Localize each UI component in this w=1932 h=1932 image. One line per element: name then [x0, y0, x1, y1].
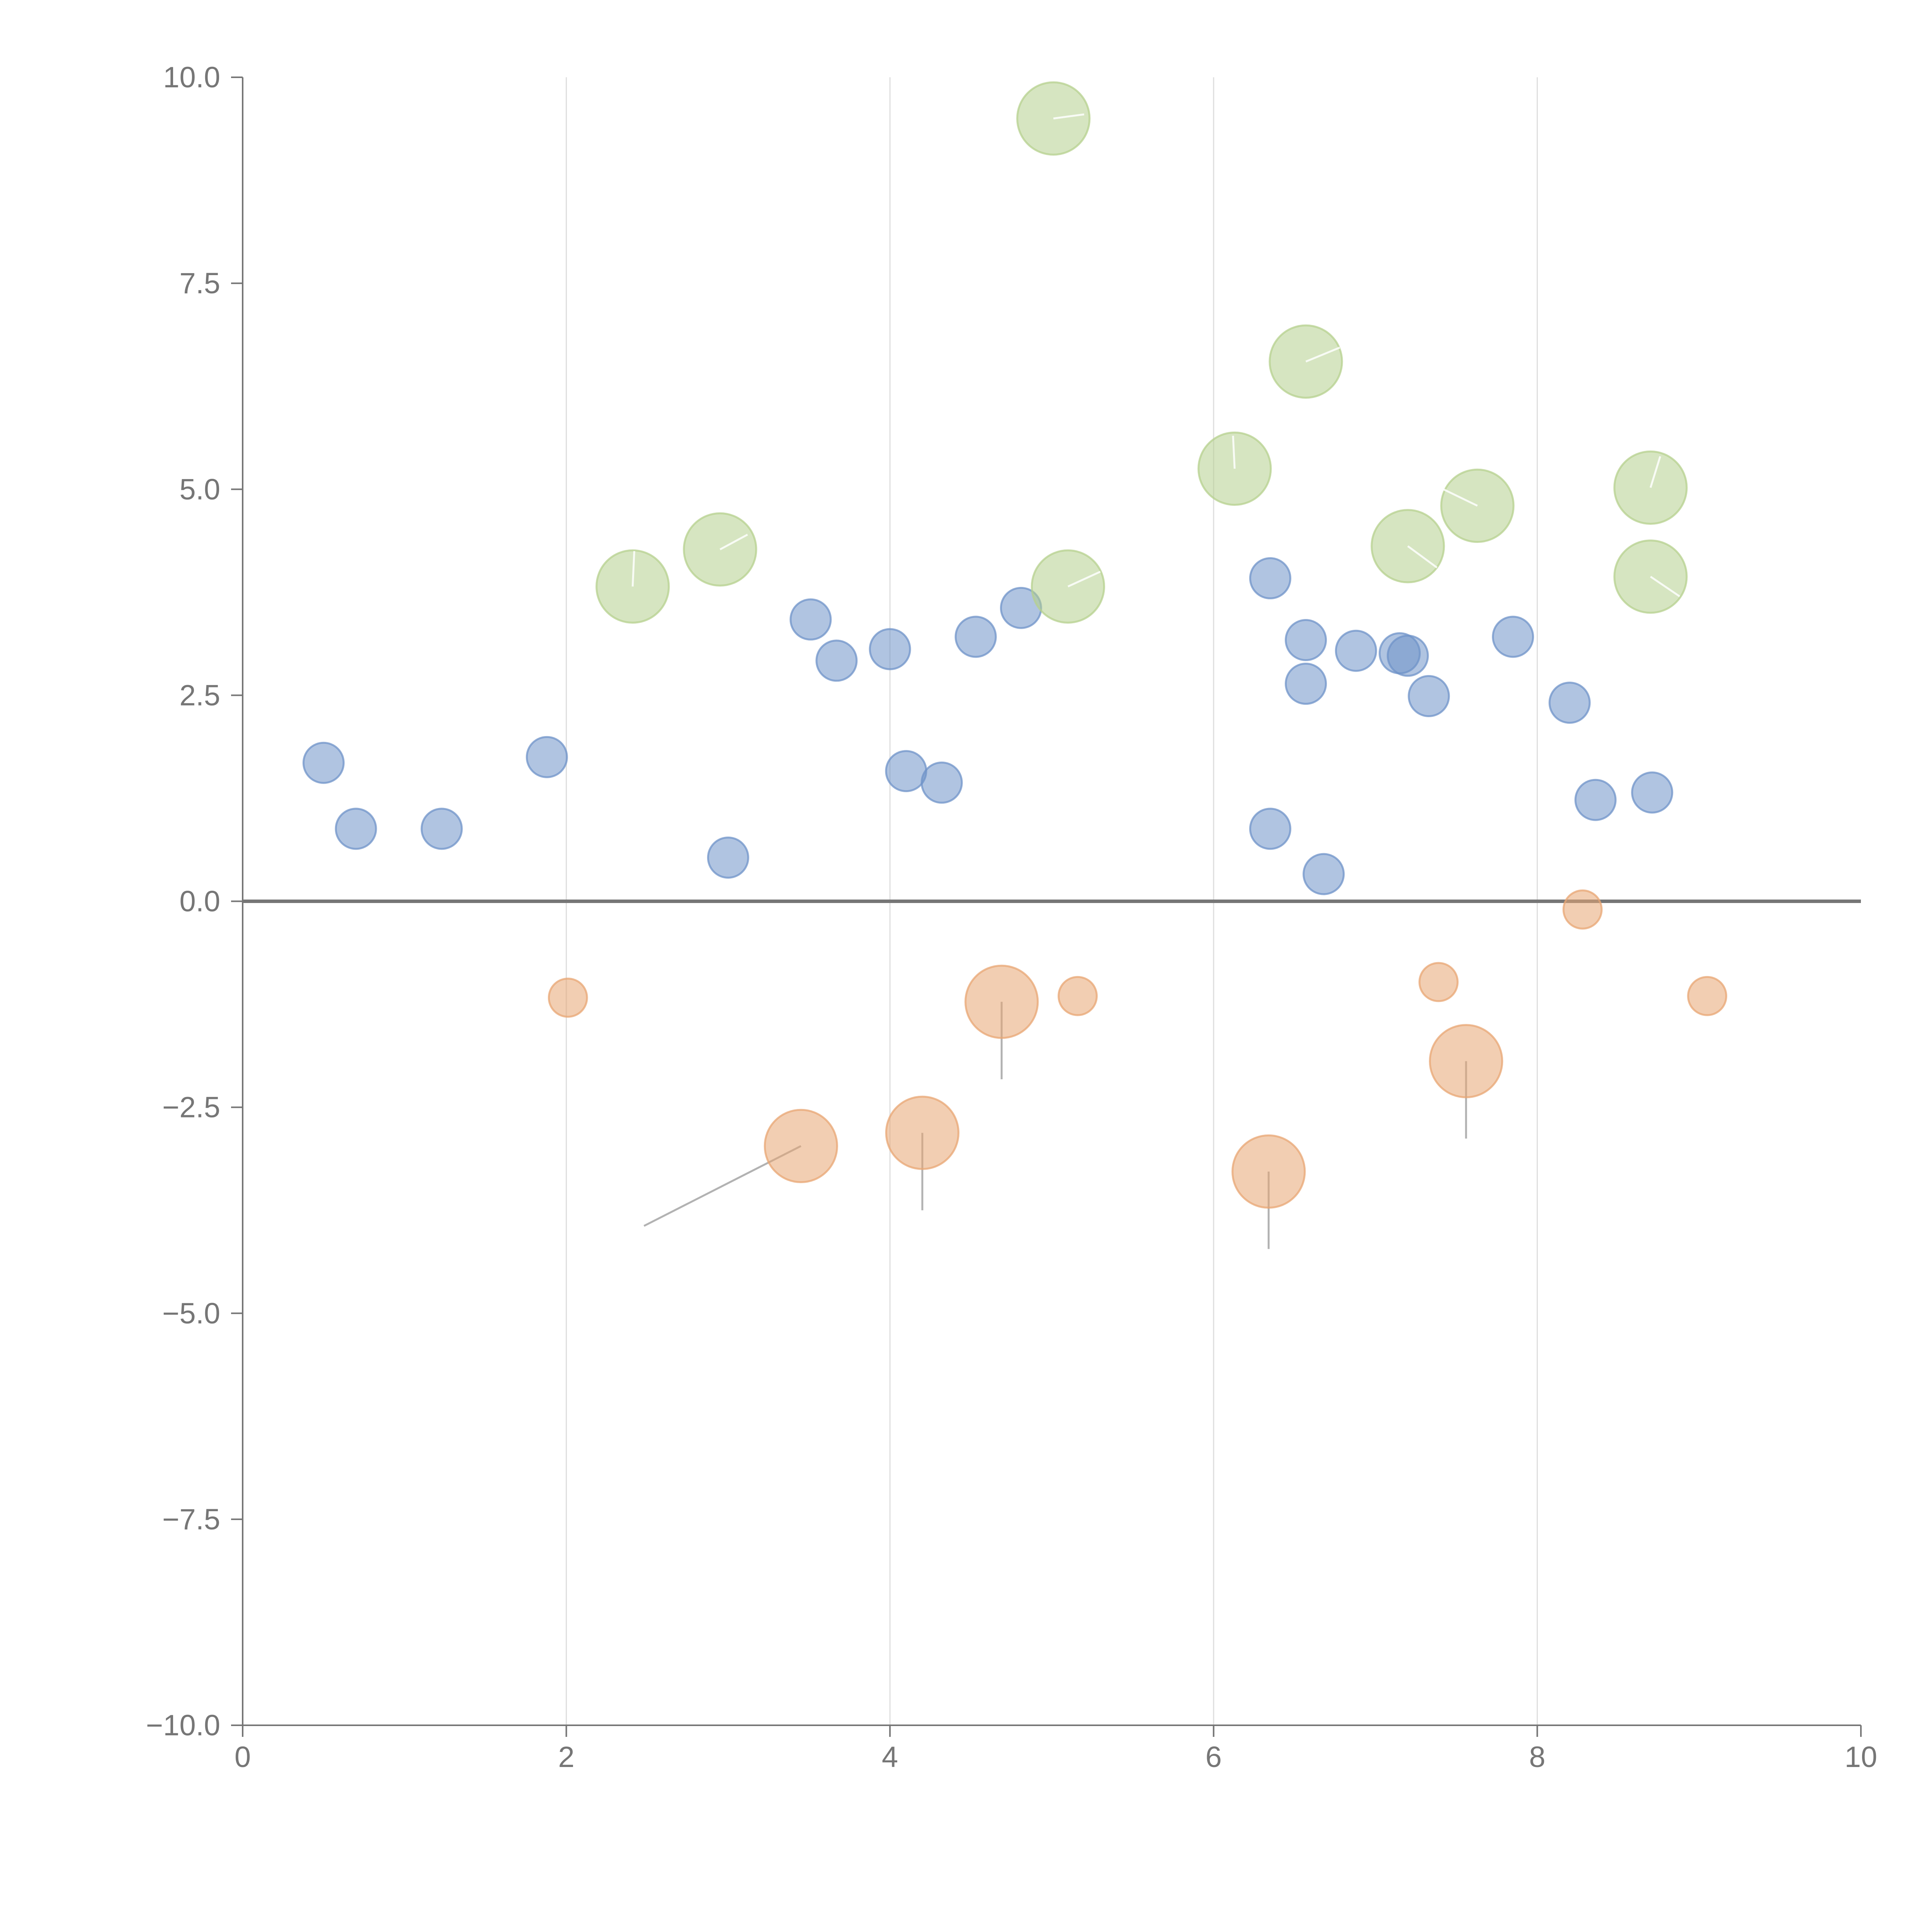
data-point-blue [1285, 663, 1327, 705]
data-point-orange [1562, 889, 1603, 930]
leader-line-light [631, 551, 635, 587]
leader-line-light [719, 534, 748, 551]
data-point-green [1371, 509, 1445, 583]
leader-line-light [1650, 456, 1662, 488]
data-point-blue [789, 598, 832, 641]
data-point-orange [964, 964, 1039, 1039]
data-point-blue [1631, 771, 1673, 814]
x-tick-label: 0 [235, 1741, 251, 1774]
leader-line-light [1232, 435, 1236, 469]
data-point-blue [1386, 634, 1429, 677]
data-point-orange [1418, 962, 1459, 1002]
y-tick-label: 0.0 [179, 885, 220, 918]
tick-labels: 0 2 4 6 8 10 10.0 7.5 5.0 2.5 0.0 −2.5 −5.0 −7.5 −10.0 [146, 61, 1878, 1774]
data-point-blue [707, 836, 749, 879]
y-tick-label: 5.0 [179, 473, 220, 506]
data-point-blue [1408, 675, 1450, 718]
x-tick-label: 2 [558, 1741, 574, 1774]
data-point-blue [920, 761, 963, 804]
y-tick-label: 10.0 [163, 61, 220, 94]
data-point-orange [1687, 976, 1728, 1016]
data-point-blue [815, 639, 858, 682]
data-point-blue [1492, 616, 1534, 658]
data-point-blue [1285, 619, 1327, 661]
data-point-orange [885, 1095, 960, 1170]
y-tick-label: −7.5 [162, 1503, 220, 1536]
leader-line-light [1305, 347, 1340, 363]
x-tick-label: 8 [1529, 1741, 1545, 1774]
x-tick-label: 4 [882, 1741, 898, 1774]
data-point-blue [302, 742, 345, 784]
data-point-orange [1058, 976, 1098, 1016]
data-point-blue [1303, 853, 1345, 895]
data-point-orange [764, 1109, 838, 1183]
x-tick-label: 6 [1206, 1741, 1222, 1774]
leader-lines [643, 1002, 1467, 1249]
leader-line-light [1650, 576, 1680, 597]
data-points [302, 81, 1728, 1209]
leader-line-light [1407, 545, 1438, 568]
data-point-blue [1335, 629, 1377, 672]
data-point-blue [885, 750, 927, 793]
y-tick-label: 2.5 [179, 679, 220, 712]
data-point-blue [1249, 557, 1291, 600]
leader-line-light [1067, 571, 1101, 588]
data-point-blue [1249, 808, 1291, 850]
data-point-orange [1429, 1024, 1503, 1099]
leader-line-light [1443, 488, 1478, 507]
data-point-blue [954, 616, 997, 658]
y-tick-label: −5.0 [162, 1297, 220, 1330]
y-tick-label: 7.5 [179, 267, 220, 300]
y-tick-label: −2.5 [162, 1091, 220, 1124]
data-point-blue [526, 736, 568, 778]
x-tick-label: 10 [1845, 1741, 1878, 1774]
axes [231, 77, 1862, 1737]
data-point-blue [869, 628, 911, 670]
data-point-blue [1548, 682, 1591, 724]
data-point-orange [1231, 1134, 1306, 1209]
y-tick-label: −10.0 [146, 1709, 220, 1742]
data-point-blue [1574, 779, 1617, 821]
data-point-blue [420, 808, 463, 850]
data-point-blue [335, 808, 377, 850]
data-point-orange [548, 978, 588, 1018]
leader-line-light [1053, 113, 1085, 120]
